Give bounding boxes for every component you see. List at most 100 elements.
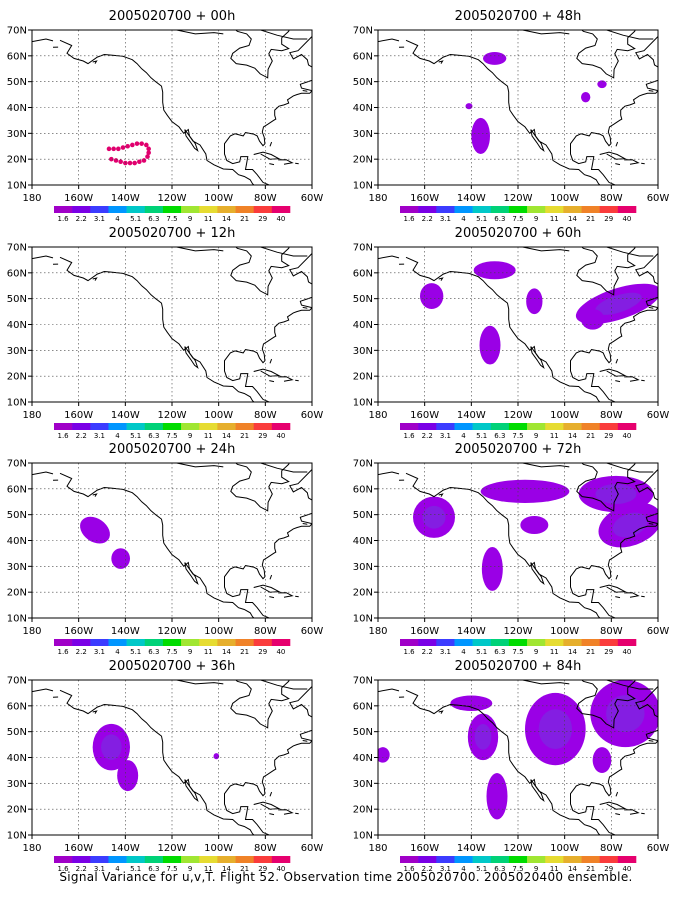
colorbar-label: 2.2 <box>76 648 87 656</box>
island-outline <box>92 493 98 497</box>
lat-tick-label: 10N <box>353 614 373 625</box>
dropsonde-marker <box>144 142 149 148</box>
lon-tick-label: 100W <box>204 626 233 637</box>
lon-tick-label: 100W <box>550 843 579 854</box>
island-outline <box>641 379 645 382</box>
dropsonde-marker <box>146 146 151 152</box>
lat-tick-label: 20N <box>7 372 27 383</box>
coastline-hudson-bay <box>576 247 636 296</box>
colorbar-swatch <box>271 423 291 430</box>
colorbar-swatch <box>90 206 109 213</box>
figure-caption: Signal Variance for u,v,T. Flight 52. Ob… <box>59 870 633 884</box>
colorbar-label: 5.1 <box>130 865 141 873</box>
colorbar-label: 29 <box>604 215 613 223</box>
island-outline <box>92 277 98 281</box>
colorbar-label: 7.5 <box>166 648 177 656</box>
colorbar-label: 4 <box>461 648 466 656</box>
lat-tick-label: 40N <box>7 320 27 331</box>
colorbar-swatch <box>126 423 146 430</box>
colorbar-label: 7.5 <box>512 865 523 873</box>
lat-tick-label: 10N <box>353 831 373 842</box>
variance-region <box>117 760 139 792</box>
colorbar-swatch <box>527 423 546 430</box>
map-panel: 2005020700 + 72h 180 160W 140W 120W 100W 80W 60… <box>353 442 670 656</box>
lon-tick-label: 60W <box>301 626 324 637</box>
island-outline <box>615 574 619 580</box>
variance-region <box>92 723 130 771</box>
lon-tick-label: 80W <box>254 410 277 421</box>
island-outline <box>615 813 621 816</box>
colorbar-label: 6.3 <box>148 865 159 873</box>
colorbar-swatch <box>400 639 419 646</box>
colorbar-swatch <box>54 206 73 213</box>
island-outline <box>313 511 327 522</box>
colorbar-swatch <box>162 856 182 863</box>
colorbar-label: 4 <box>461 865 466 873</box>
lat-tick-label: 40N <box>353 536 373 547</box>
colorbar-swatch <box>563 206 582 213</box>
panel-title: 2005020700 + 00h <box>109 9 236 24</box>
lon-tick-label: 160W <box>64 626 93 637</box>
colorbar-swatch <box>454 856 473 863</box>
lat-tick-label: 40N <box>7 536 27 547</box>
island-outline <box>624 592 640 598</box>
colorbar-swatch <box>144 423 164 430</box>
lon-tick-label: 60W <box>647 193 670 204</box>
island-outline <box>313 728 327 739</box>
island-outline <box>615 596 621 599</box>
colorbar-swatch <box>271 856 291 863</box>
variance-blob <box>80 516 110 544</box>
variance-region <box>471 117 490 154</box>
variance-region <box>597 80 607 89</box>
coastline-hudson-bay <box>576 30 636 79</box>
island-outline <box>302 306 308 309</box>
lat-tick-label: 40N <box>7 103 27 114</box>
lon-tick-label: 80W <box>600 410 623 421</box>
map-panel: 2005020700 + 12h 180 160W 140W 120W 100W 80W 60… <box>7 226 324 440</box>
lat-tick-label: 50N <box>7 77 27 88</box>
colorbar-swatch <box>617 206 637 213</box>
lat-tick-label: 50N <box>353 510 373 521</box>
variance-region <box>481 546 503 591</box>
colorbar-label: 14 <box>222 215 231 223</box>
lat-tick-label: 50N <box>7 727 27 738</box>
lat-tick-label: 70N <box>353 676 373 687</box>
colorbar-swatch <box>54 856 73 863</box>
colorbar-swatch <box>472 639 492 646</box>
lat-tick-label: 50N <box>7 510 27 521</box>
island-outline <box>175 247 224 252</box>
colorbar-label: 1.6 <box>404 215 416 223</box>
coastline-hudson-bay <box>230 463 290 512</box>
lon-tick-label: 80W <box>600 193 623 204</box>
colorbar-label: 14 <box>222 648 231 656</box>
colorbar-swatch <box>108 639 127 646</box>
colorbar-swatch <box>181 206 200 213</box>
lat-tick-label: 30N <box>353 346 373 357</box>
colorbar-label: 9 <box>188 432 192 440</box>
lat-tick-label: 30N <box>353 562 373 573</box>
island-outline <box>295 595 299 598</box>
variance-blob <box>481 546 503 591</box>
lon-tick-label: 60W <box>647 843 670 854</box>
colorbar-label: 4 <box>461 215 466 223</box>
colorbar-swatch <box>235 206 254 213</box>
island-outline <box>599 801 627 810</box>
colorbar-swatch <box>581 423 600 430</box>
lat-tick-label: 60N <box>353 701 373 712</box>
colorbar-label: 1.6 <box>58 432 70 440</box>
colorbar-swatch <box>72 206 91 213</box>
colorbar-swatch <box>144 856 164 863</box>
island-outline <box>599 151 627 160</box>
colorbar-label: 4 <box>115 648 120 656</box>
variance-region <box>80 516 110 544</box>
island-outline <box>278 159 294 165</box>
colorbar-label: 9 <box>534 865 538 873</box>
lat-tick-label: 20N <box>7 155 27 166</box>
colorbar-swatch <box>181 423 200 430</box>
lon-tick-label: 100W <box>204 843 233 854</box>
colorbar-swatch <box>162 206 182 213</box>
colorbar-swatch <box>253 639 273 646</box>
map-area <box>378 247 658 402</box>
colorbar-label: 14 <box>568 865 577 873</box>
colorbar-label: 29 <box>258 432 267 440</box>
